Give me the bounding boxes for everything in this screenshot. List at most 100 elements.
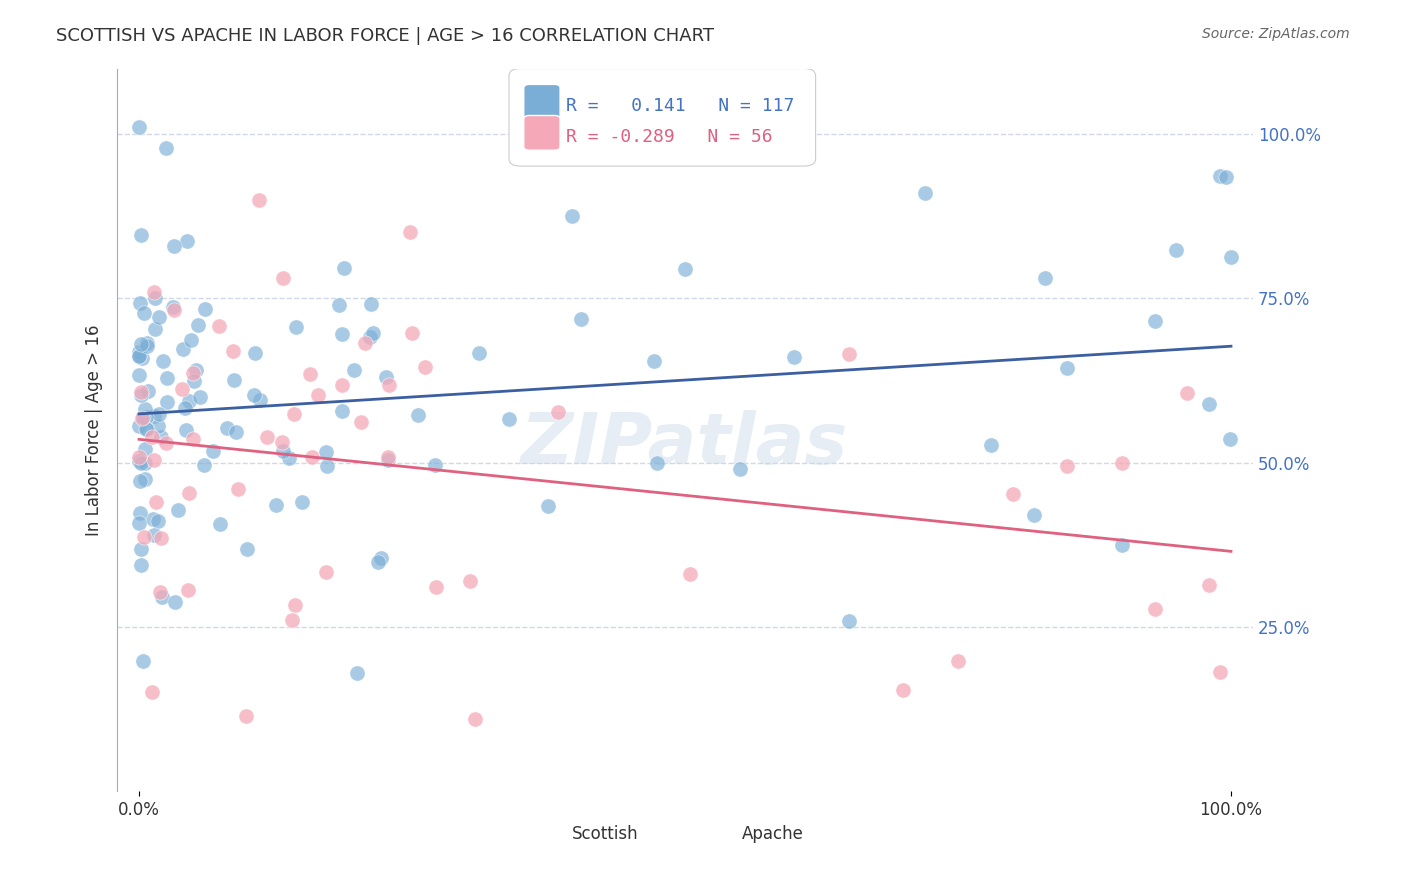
Point <box>188 390 211 404</box>
Point <box>148 514 170 528</box>
Point <box>273 444 295 458</box>
Point <box>176 423 198 437</box>
Point <box>1056 458 1078 473</box>
Point <box>176 582 198 597</box>
Point <box>643 353 665 368</box>
Point <box>134 401 156 416</box>
Point <box>399 225 422 239</box>
Point <box>162 300 184 314</box>
Point <box>181 366 204 380</box>
Point <box>838 347 860 361</box>
Point <box>1209 665 1232 679</box>
Point <box>177 394 200 409</box>
Point <box>193 458 215 472</box>
Point <box>561 209 583 223</box>
Point <box>134 472 156 486</box>
Point <box>146 418 169 433</box>
Point <box>333 260 356 275</box>
Point <box>129 474 152 488</box>
Point <box>142 512 165 526</box>
Point <box>129 384 152 399</box>
Point <box>914 186 936 200</box>
Point <box>225 425 247 439</box>
Point <box>464 712 486 726</box>
Point <box>468 346 491 360</box>
Point <box>209 516 232 531</box>
Point <box>156 395 179 409</box>
Point <box>131 351 153 366</box>
FancyBboxPatch shape <box>704 822 737 847</box>
Point <box>132 654 155 668</box>
Point <box>1166 243 1188 257</box>
FancyBboxPatch shape <box>524 115 560 150</box>
Point <box>156 370 179 384</box>
Point <box>129 337 152 351</box>
Point <box>148 310 170 324</box>
Point <box>283 408 305 422</box>
Text: Apache: Apache <box>742 825 804 844</box>
Point <box>128 419 150 434</box>
Point <box>1198 578 1220 592</box>
Point <box>1215 170 1237 185</box>
Point <box>328 297 350 311</box>
Point <box>413 360 436 375</box>
Point <box>128 120 150 135</box>
Point <box>176 234 198 248</box>
Point <box>980 438 1002 452</box>
Point <box>299 367 322 381</box>
Point <box>148 585 170 599</box>
FancyBboxPatch shape <box>524 85 560 120</box>
Point <box>226 483 249 497</box>
Point <box>406 408 429 422</box>
Point <box>128 349 150 363</box>
Point <box>136 421 159 435</box>
Point <box>141 430 163 444</box>
Point <box>330 404 353 418</box>
Point <box>128 368 150 382</box>
Point <box>184 363 207 377</box>
Point <box>284 599 307 613</box>
Point <box>131 411 153 425</box>
Point <box>353 336 375 351</box>
Point <box>307 387 329 401</box>
Point <box>129 558 152 573</box>
Text: ZIPatlas: ZIPatlas <box>522 409 849 479</box>
Point <box>315 565 337 579</box>
Point <box>1111 538 1133 552</box>
Point <box>370 551 392 566</box>
Text: SCOTTISH VS APACHE IN LABOR FORCE | AGE > 16 CORRELATION CHART: SCOTTISH VS APACHE IN LABOR FORCE | AGE … <box>56 27 714 45</box>
Point <box>150 590 173 604</box>
Point <box>129 506 152 520</box>
Point <box>143 453 166 467</box>
Point <box>349 416 371 430</box>
Point <box>201 444 224 458</box>
Point <box>1198 397 1220 411</box>
Point <box>330 326 353 341</box>
Point <box>222 373 245 387</box>
Point <box>678 566 700 581</box>
Point <box>135 410 157 425</box>
Point <box>1056 361 1078 376</box>
Point <box>361 326 384 341</box>
Point <box>330 377 353 392</box>
Text: Scottish: Scottish <box>571 825 638 844</box>
Point <box>243 388 266 402</box>
Text: R =   0.141   N = 117: R = 0.141 N = 117 <box>565 97 794 115</box>
Point <box>537 499 560 513</box>
Point <box>132 410 155 425</box>
Point <box>315 458 337 473</box>
Point <box>143 291 166 305</box>
Point <box>645 456 668 470</box>
Text: Source: ZipAtlas.com: Source: ZipAtlas.com <box>1202 27 1350 41</box>
Point <box>148 408 170 422</box>
Point <box>783 351 806 365</box>
Point <box>243 346 266 360</box>
Point <box>128 345 150 359</box>
Point <box>1111 456 1133 470</box>
Point <box>375 370 398 384</box>
Point <box>458 574 481 588</box>
Point <box>183 375 205 389</box>
Point <box>181 432 204 446</box>
Point <box>569 312 592 326</box>
Point <box>893 683 915 698</box>
